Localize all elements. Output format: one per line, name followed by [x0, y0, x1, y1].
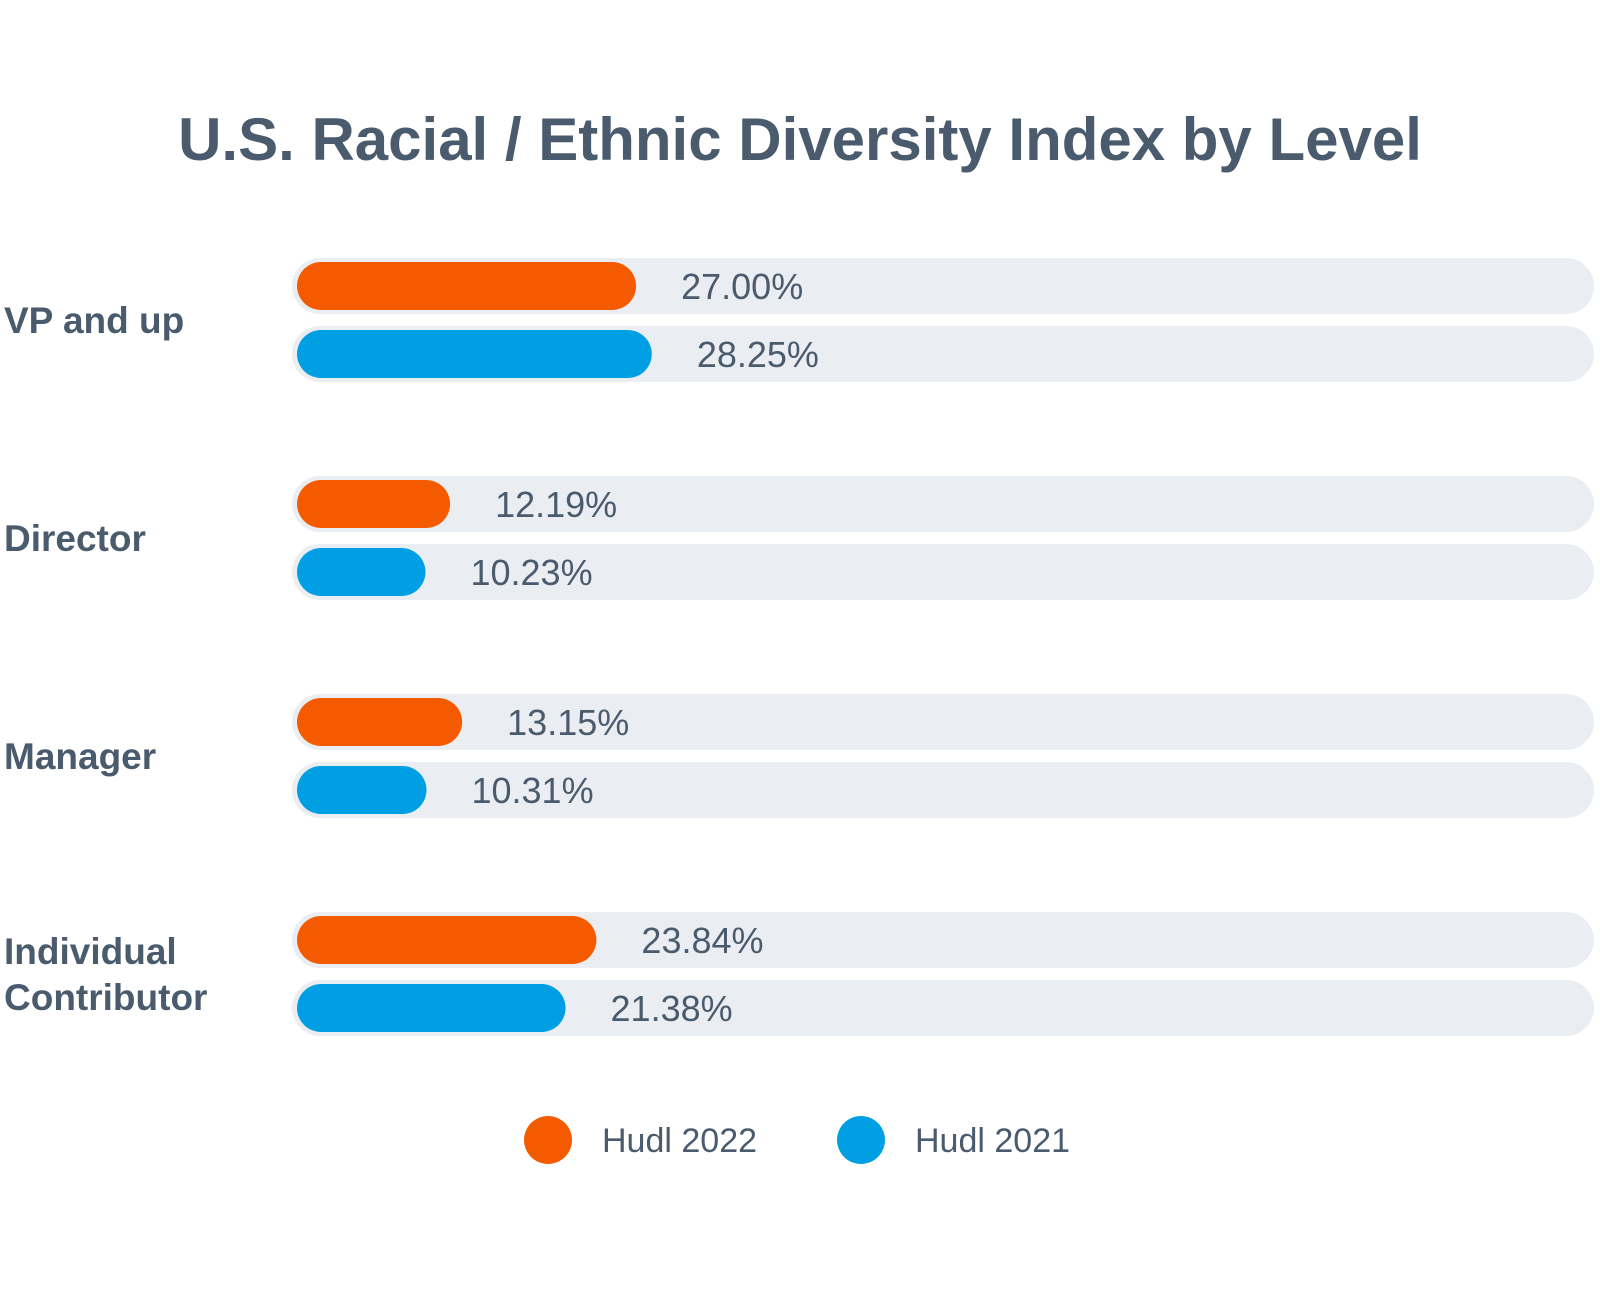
- legend-swatch: [837, 1116, 885, 1164]
- category-label: VP and up: [4, 300, 184, 341]
- data-label: 28.25%: [697, 334, 819, 375]
- legend-label: Hudl 2021: [915, 1122, 1070, 1160]
- bar-hudl-2022: [297, 916, 597, 964]
- data-label: 13.15%: [507, 702, 629, 743]
- category-label-line: Individual: [4, 931, 177, 972]
- bar-track: [292, 694, 1594, 750]
- bar-hudl-2021: [297, 984, 566, 1032]
- data-label: 10.23%: [470, 552, 592, 593]
- category-group: Manager 13.15% 10.31%: [4, 694, 1594, 818]
- category-label-line: Director: [4, 518, 146, 559]
- bar-hudl-2021: [297, 548, 426, 596]
- bar-track: [292, 476, 1594, 532]
- data-label: 21.38%: [611, 988, 733, 1029]
- legend-item: Hudl 2021: [837, 1116, 1070, 1164]
- category-group: Individual Contributor 23.84% 21.38%: [4, 912, 1594, 1036]
- bar-track: [292, 762, 1594, 818]
- bar-hudl-2022: [297, 698, 463, 746]
- bar-track: [292, 912, 1594, 968]
- category-label: Director: [4, 518, 146, 559]
- category-label-line: VP and up: [4, 300, 184, 341]
- legend-label: Hudl 2022: [602, 1122, 757, 1160]
- data-label: 10.31%: [471, 770, 593, 811]
- category-group: VP and up 27.00% 28.25%: [4, 258, 1594, 382]
- category-label-line: Contributor: [4, 977, 207, 1018]
- data-label: 12.19%: [495, 484, 617, 525]
- category-label: Individual Contributor: [4, 931, 207, 1018]
- legend-swatch: [524, 1116, 572, 1164]
- category-label: Manager: [4, 736, 156, 777]
- chart-title: U.S. Racial / Ethnic Diversity Index by …: [178, 106, 1422, 173]
- data-label: 23.84%: [641, 920, 763, 961]
- legend: Hudl 2022 Hudl 2021: [524, 1116, 1070, 1164]
- bar-hudl-2021: [297, 766, 427, 814]
- legend-item: Hudl 2022: [524, 1116, 757, 1164]
- bar-track: [292, 544, 1594, 600]
- bar-track: [292, 980, 1594, 1036]
- bar-hudl-2021: [297, 330, 652, 378]
- data-label: 27.00%: [681, 266, 803, 307]
- bar-hudl-2022: [297, 262, 637, 310]
- category-label-line: Manager: [4, 736, 156, 777]
- plot-area: VP and up 27.00% 28.25% Director 12.19% 10.23…: [4, 258, 1594, 1036]
- bar-hudl-2022: [297, 480, 451, 528]
- category-group: Director 12.19% 10.23%: [4, 476, 1594, 600]
